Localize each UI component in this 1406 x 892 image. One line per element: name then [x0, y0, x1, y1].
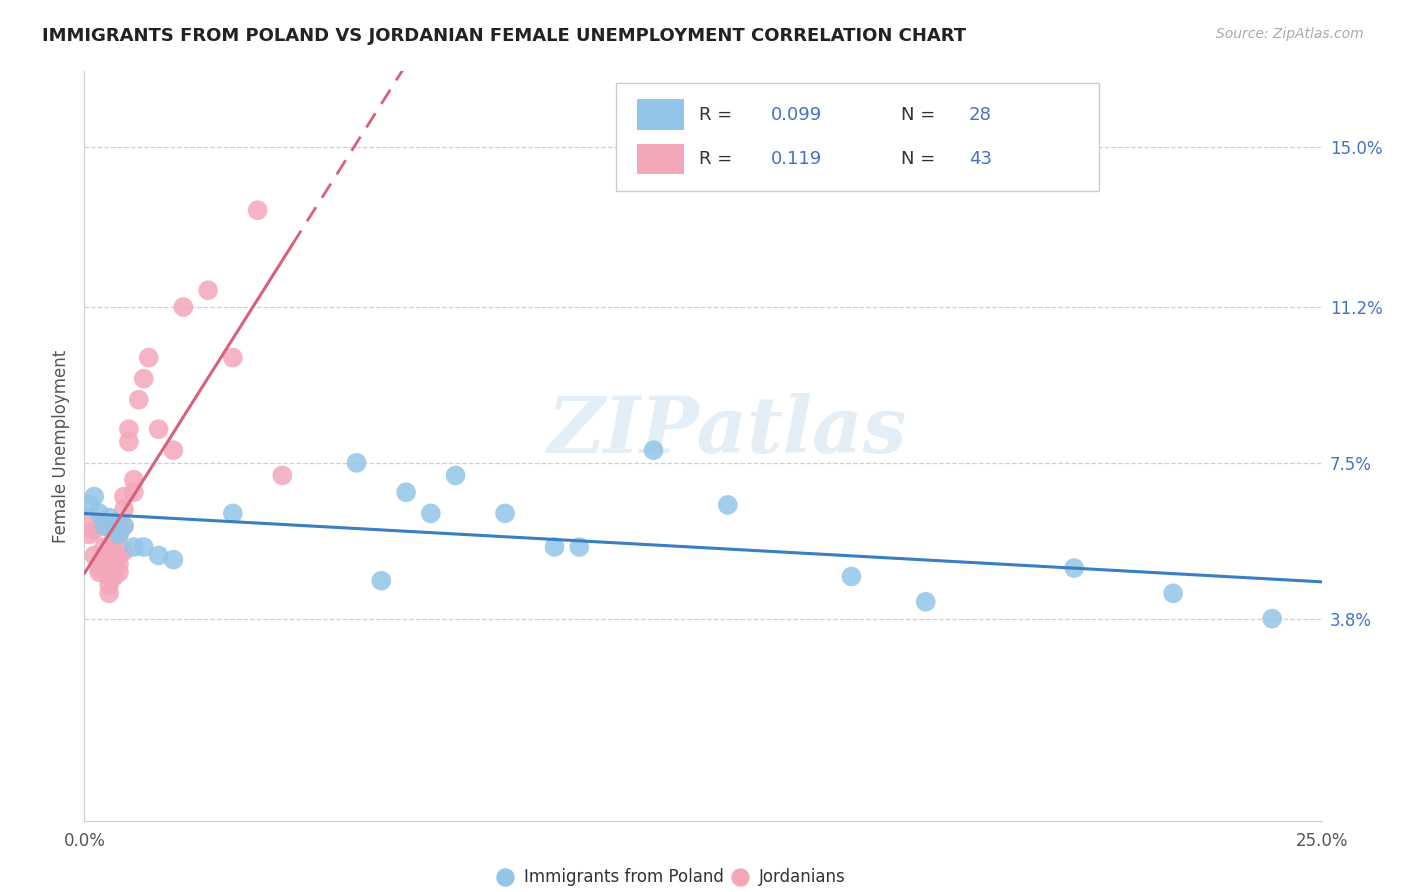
Point — [98, 586, 121, 600]
Point — [246, 203, 269, 218]
Point — [93, 540, 115, 554]
Text: 0.119: 0.119 — [770, 150, 823, 169]
Point — [346, 456, 368, 470]
Point — [395, 485, 418, 500]
Point — [89, 507, 111, 521]
Point — [79, 510, 101, 524]
Point — [132, 371, 155, 385]
Point — [98, 578, 121, 592]
Text: R =: R = — [699, 150, 744, 169]
Point — [93, 519, 115, 533]
Point — [83, 549, 105, 563]
Point — [197, 283, 219, 297]
Point — [132, 540, 155, 554]
Point — [103, 561, 125, 575]
Point — [1063, 561, 1085, 575]
Point — [1261, 611, 1284, 625]
FancyBboxPatch shape — [637, 144, 685, 174]
Point — [138, 351, 160, 365]
Point — [83, 490, 105, 504]
Point — [494, 507, 516, 521]
Point — [89, 557, 111, 571]
Text: IMMIGRANTS FROM POLAND VS JORDANIAN FEMALE UNEMPLOYMENT CORRELATION CHART: IMMIGRANTS FROM POLAND VS JORDANIAN FEMA… — [42, 27, 966, 45]
Point — [543, 540, 565, 554]
Point — [841, 569, 863, 583]
Point — [172, 300, 194, 314]
Point — [112, 519, 135, 533]
Point — [103, 569, 125, 583]
Point — [108, 527, 131, 541]
Point — [370, 574, 392, 588]
Text: Source: ZipAtlas.com: Source: ZipAtlas.com — [1216, 27, 1364, 41]
Y-axis label: Female Unemployment: Female Unemployment — [52, 350, 70, 542]
Text: ZIPatlas: ZIPatlas — [548, 392, 907, 469]
Point — [118, 422, 141, 436]
Point — [222, 507, 245, 521]
Point — [128, 392, 150, 407]
Point — [717, 498, 740, 512]
Point — [222, 351, 245, 365]
Point — [148, 549, 170, 563]
Text: 0.099: 0.099 — [770, 105, 823, 124]
Text: 43: 43 — [969, 150, 993, 169]
Point — [271, 468, 294, 483]
Point — [568, 540, 591, 554]
Point — [93, 552, 115, 566]
Point — [1161, 586, 1184, 600]
Point — [98, 549, 121, 563]
Text: Immigrants from Poland: Immigrants from Poland — [523, 868, 724, 886]
Point — [108, 527, 131, 541]
FancyBboxPatch shape — [616, 83, 1099, 191]
Point — [103, 532, 125, 546]
Point — [89, 566, 111, 580]
Text: N =: N = — [901, 105, 941, 124]
Point — [108, 549, 131, 563]
Point — [112, 519, 135, 533]
Point — [108, 519, 131, 533]
Point — [93, 519, 115, 533]
Point — [162, 443, 184, 458]
Text: Jordanians: Jordanians — [759, 868, 845, 886]
FancyBboxPatch shape — [637, 100, 685, 130]
Point — [162, 552, 184, 566]
Point — [112, 502, 135, 516]
Point — [98, 561, 121, 575]
Point — [79, 498, 101, 512]
Point — [103, 544, 125, 558]
Point — [914, 595, 936, 609]
Point — [108, 566, 131, 580]
Point — [112, 490, 135, 504]
Point — [122, 473, 145, 487]
Point — [419, 507, 441, 521]
Point — [643, 443, 665, 458]
Point — [118, 434, 141, 449]
Point — [103, 552, 125, 566]
Text: N =: N = — [901, 150, 941, 169]
Point — [122, 485, 145, 500]
Point — [89, 561, 111, 575]
Point — [103, 519, 125, 533]
Point — [79, 527, 101, 541]
Point — [444, 468, 467, 483]
Text: R =: R = — [699, 105, 738, 124]
Point — [112, 544, 135, 558]
Text: 28: 28 — [969, 105, 991, 124]
Point — [98, 510, 121, 524]
Point — [108, 557, 131, 571]
Point — [122, 540, 145, 554]
Point — [83, 523, 105, 537]
Point — [148, 422, 170, 436]
Point — [98, 569, 121, 583]
